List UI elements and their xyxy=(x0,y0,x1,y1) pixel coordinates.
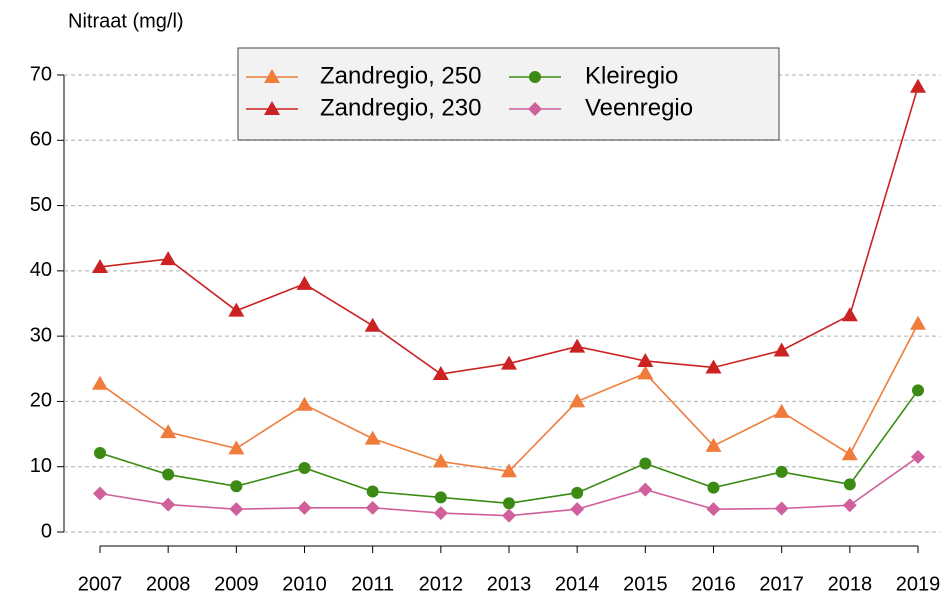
point xyxy=(297,500,312,515)
legend-marker xyxy=(529,71,541,83)
point xyxy=(432,366,449,381)
point xyxy=(910,315,926,330)
y-tick-label: 30 xyxy=(30,324,52,346)
y-tick-label: 10 xyxy=(30,455,52,477)
x-tick-label: 2007 xyxy=(78,573,123,595)
point xyxy=(93,486,107,501)
point xyxy=(502,508,516,523)
legend-label: Kleiregio xyxy=(585,62,678,89)
x-tick-label: 2009 xyxy=(214,573,259,595)
legend-marker xyxy=(264,101,280,115)
series-line xyxy=(99,323,919,473)
y-tick-label: 50 xyxy=(30,194,52,216)
point xyxy=(639,457,652,470)
point xyxy=(92,375,108,390)
legend-label: Veenregio xyxy=(585,94,693,121)
point xyxy=(160,424,177,439)
point xyxy=(637,352,654,367)
point xyxy=(841,307,858,322)
y-tick-label: 70 xyxy=(30,63,52,85)
point xyxy=(433,506,448,521)
x-tick-label: 2016 xyxy=(691,573,736,595)
legend-label: Zandregio, 250 xyxy=(320,62,481,89)
y-tick-label: 0 xyxy=(41,520,52,542)
point xyxy=(705,437,722,452)
point xyxy=(298,462,311,475)
point xyxy=(637,365,654,380)
point xyxy=(365,500,380,515)
x-tick-label: 2011 xyxy=(351,573,394,595)
point xyxy=(571,486,584,499)
point xyxy=(503,497,515,510)
point xyxy=(638,482,653,497)
x-tick-label: 2019 xyxy=(896,573,941,595)
y-tick-label: 40 xyxy=(30,259,52,281)
point xyxy=(94,447,106,460)
point xyxy=(841,446,858,461)
point xyxy=(366,485,379,498)
point xyxy=(569,338,586,353)
point xyxy=(774,501,789,516)
point xyxy=(569,393,586,408)
point xyxy=(364,430,381,445)
x-tick-label: 2014 xyxy=(555,573,600,595)
point xyxy=(501,355,517,370)
x-tick-label: 2017 xyxy=(759,573,804,595)
chart-title: Nitraat (mg/l) xyxy=(68,10,184,32)
point xyxy=(160,251,177,266)
y-tick-label: 60 xyxy=(30,129,52,151)
point xyxy=(229,502,244,517)
point xyxy=(228,302,245,317)
point xyxy=(501,463,517,478)
point xyxy=(570,502,585,517)
x-tick-label: 2018 xyxy=(828,573,873,595)
point xyxy=(296,275,313,290)
point xyxy=(773,342,790,357)
point xyxy=(162,468,175,481)
point xyxy=(707,481,720,494)
legend-marker xyxy=(264,69,280,83)
x-tick-label: 2013 xyxy=(487,573,532,595)
point xyxy=(230,480,243,493)
x-tick-label: 2012 xyxy=(419,573,464,595)
point xyxy=(705,359,722,374)
series-line xyxy=(99,389,919,505)
point xyxy=(911,449,925,464)
x-tick-label: 2015 xyxy=(623,573,668,595)
x-tick-label: 2008 xyxy=(146,573,191,595)
point xyxy=(773,403,790,418)
point xyxy=(296,396,313,411)
point xyxy=(432,453,449,468)
point xyxy=(910,78,926,93)
x-tick-label: 2010 xyxy=(282,573,327,595)
point xyxy=(706,502,721,517)
legend-label: Zandregio, 230 xyxy=(320,94,481,121)
point xyxy=(912,384,924,397)
legend-box xyxy=(237,47,780,141)
point xyxy=(161,497,176,512)
point xyxy=(842,498,857,513)
y-tick-label: 20 xyxy=(30,390,52,412)
point xyxy=(775,465,788,478)
legend-marker xyxy=(528,102,542,116)
point xyxy=(843,478,856,491)
point xyxy=(364,317,381,332)
point xyxy=(92,258,108,273)
point xyxy=(228,440,245,455)
point xyxy=(434,491,447,504)
